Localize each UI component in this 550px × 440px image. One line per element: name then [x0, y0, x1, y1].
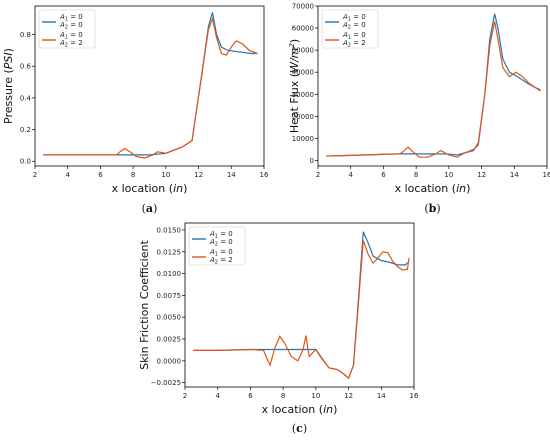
x-tick-label: 16 [543, 171, 550, 179]
legend-entry-text: A2 = 2 [59, 39, 83, 49]
legend-box [38, 9, 96, 49]
y-axis-label: Skin Friction Coefficient [138, 240, 151, 370]
y-tick-label: 0.0 [20, 158, 31, 166]
panel-caption: (c) [292, 422, 307, 435]
legend-entry-text: A1 = 0 [209, 230, 233, 240]
series-line-2 [43, 16, 258, 159]
x-tick-label: 6 [98, 171, 103, 179]
x-tick-label: 6 [248, 392, 253, 400]
x-tick-label: 4 [215, 392, 220, 400]
legend-entry-text: A2 = 0 [209, 238, 233, 248]
y-tick-label: 0.0125 [157, 248, 182, 256]
y-tick-label: 0.4 [20, 94, 32, 102]
legend: A1 = 0A2 = 0A1 = 0A2 = 2 [188, 226, 246, 266]
y-tick-label: 0.0075 [157, 292, 182, 300]
x-tick-label: 8 [281, 392, 285, 400]
y-axis-label: Pressure (PSI) [2, 48, 15, 124]
x-tick-label: 12 [477, 171, 486, 179]
x-tick-label: 6 [381, 171, 386, 179]
legend-entry-text: A2 = 2 [209, 256, 233, 266]
x-tick-label: 10 [444, 171, 453, 179]
y-tick-label: 20000 [292, 113, 314, 121]
x-tick-label: 12 [194, 171, 203, 179]
plot-frame [317, 5, 548, 167]
y-tick-label: −0.0025 [151, 379, 181, 387]
x-tick-label: 16 [410, 392, 419, 400]
x-axis-label: x location (in) [112, 182, 188, 195]
x-tick-label: 12 [344, 392, 353, 400]
legend-entry-text: A1 = 0 [342, 31, 366, 41]
x-tick-label: 2 [183, 392, 187, 400]
y-tick-label: 50000 [292, 47, 314, 55]
chart-panel-a: 2 4 6 8 10 12 14 16 0.0 0.2 0.4 0.6 0.8 x location (i… [2, 5, 269, 215]
y-tick-label: 70000 [292, 3, 314, 11]
y-tick-label: 0.2 [20, 126, 31, 134]
plot-frame [34, 5, 265, 167]
legend: A1 = 0A2 = 0A1 = 0A2 = 2 [38, 9, 96, 49]
chart-panel-c: 2 4 6 8 10 12 14 16 −0.0025 0.0000 0.0025 0.0050 0.0… [138, 222, 419, 435]
panel-caption: (b) [424, 202, 440, 215]
plot-frame [184, 222, 415, 388]
y-tick-label: 40000 [292, 69, 314, 77]
y-tick-label: 0.8 [20, 31, 31, 39]
legend-entry-text: A2 = 0 [342, 21, 366, 31]
legend-box [188, 226, 246, 266]
y-tick-label: 0.0100 [157, 270, 182, 278]
x-tick-label: 2 [33, 171, 37, 179]
x-tick-label: 10 [161, 171, 170, 179]
x-tick-label: 8 [131, 171, 135, 179]
series-line-2 [193, 240, 410, 380]
y-tick-label: 0.0025 [157, 336, 182, 344]
y-tick-label: 0.6 [20, 63, 32, 71]
legend-entry-text: A1 = 0 [209, 248, 233, 258]
legend-entry-text: A2 = 2 [342, 39, 366, 49]
x-tick-label: 14 [227, 171, 236, 179]
y-tick-label: 0.0050 [157, 314, 182, 322]
x-tick-label: 14 [510, 171, 519, 179]
legend-entry-text: A1 = 0 [59, 13, 83, 23]
y-tick-label: 10000 [292, 135, 314, 143]
x-tick-label: 2 [316, 171, 320, 179]
legend-entry-text: A1 = 0 [342, 13, 366, 23]
y-tick-label: 0.0000 [157, 357, 182, 365]
legend-entry-text: A2 = 0 [59, 21, 83, 31]
legend-entry-text: A1 = 0 [59, 31, 83, 41]
x-axis-label: x location (in) [262, 403, 338, 416]
y-tick-label: 0.0150 [157, 226, 182, 234]
series-line-2 [326, 21, 541, 158]
y-tick-label: 30000 [292, 91, 314, 99]
y-tick-label: 0 [310, 157, 314, 165]
x-tick-label: 10 [311, 392, 320, 400]
legend-box [321, 9, 379, 49]
chart-panel-b: 2 4 6 8 10 12 14 16 0 10000 20000 30000 40000 50000 60… [288, 3, 550, 216]
x-tick-label: 14 [377, 392, 386, 400]
x-tick-label: 16 [260, 171, 269, 179]
x-tick-label: 4 [65, 171, 70, 179]
y-axis-label: Heat Flux (W/m2) [288, 39, 301, 133]
legend: A1 = 0A2 = 0A1 = 0A2 = 2 [321, 9, 379, 49]
y-tick-label: 60000 [292, 25, 314, 33]
x-axis-label: x location (in) [395, 182, 471, 195]
x-tick-label: 8 [414, 171, 418, 179]
panel-caption: (a) [142, 202, 158, 215]
x-tick-label: 4 [348, 171, 353, 179]
